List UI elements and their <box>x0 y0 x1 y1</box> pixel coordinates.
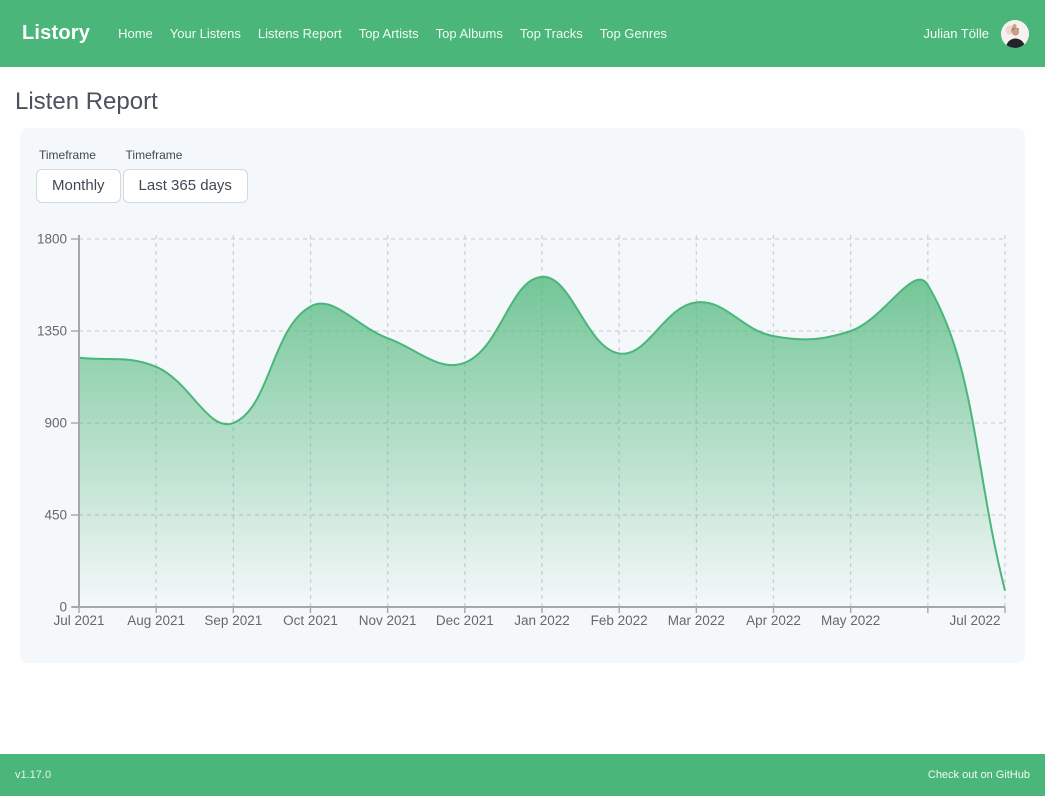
nav-item-top-albums[interactable]: Top Albums <box>435 26 503 41</box>
svg-text:1350: 1350 <box>37 324 67 339</box>
svg-text:Jan 2022: Jan 2022 <box>514 613 570 628</box>
timeframe-label: Timeframe <box>39 148 96 162</box>
svg-text:0: 0 <box>59 600 67 615</box>
svg-text:Apr 2022: Apr 2022 <box>746 613 801 628</box>
svg-text:Jul 2021: Jul 2021 <box>53 613 104 628</box>
listen-chart-container: 0 450 900 1350 1800 Jul 2021 Aug 2021 Sep 2021 O… <box>36 227 1009 635</box>
page-title: Listen Report <box>15 88 158 115</box>
svg-text:Sep 2021: Sep 2021 <box>204 613 262 628</box>
user-avatar[interactable] <box>1001 19 1029 48</box>
app-version: v1.17.0 <box>15 769 52 781</box>
svg-text:Aug 2021: Aug 2021 <box>127 613 185 628</box>
svg-text:Oct 2021: Oct 2021 <box>283 613 338 628</box>
nav-item-top-tracks[interactable]: Top Tracks <box>519 26 583 41</box>
svg-text:Mar 2022: Mar 2022 <box>668 613 725 628</box>
svg-text:1800: 1800 <box>37 232 67 247</box>
timeframe-filters: Timeframe Monthly Timeframe Last 365 day… <box>36 144 1009 203</box>
svg-text:450: 450 <box>44 508 67 523</box>
svg-text:Jul 2022: Jul 2022 <box>949 613 1000 628</box>
nav-item-home[interactable]: Home <box>118 26 153 41</box>
svg-text:May 2022: May 2022 <box>821 613 880 628</box>
navbar: Listory Home Your Listens Listens Report… <box>0 0 1045 67</box>
listen-report-card: Timeframe Monthly Timeframe Last 365 day… <box>20 128 1025 663</box>
nav-item-your-listens[interactable]: Your Listens <box>169 26 241 41</box>
timeframe-group-range: Timeframe Last 365 days <box>122 144 248 203</box>
svg-text:900: 900 <box>44 416 67 431</box>
navbar-user-area: Julian Tölle <box>923 19 1029 48</box>
svg-text:Dec 2021: Dec 2021 <box>436 613 494 628</box>
nav-item-top-artists[interactable]: Top Artists <box>358 26 419 41</box>
timeframe-label: Timeframe <box>125 148 183 162</box>
main-content: Listen Report Timeframe Monthly Timefram… <box>0 67 1045 754</box>
app-logo[interactable]: Listory <box>22 22 91 44</box>
svg-text:Feb 2022: Feb 2022 <box>591 613 648 628</box>
timeframe-group-interval: Timeframe Monthly <box>36 144 121 203</box>
nav-item-top-genres[interactable]: Top Genres <box>599 26 667 41</box>
nav-item-listens-report[interactable]: Listens Report <box>257 26 342 41</box>
user-name[interactable]: Julian Tölle <box>923 26 989 41</box>
footer: v1.17.0 Check out on GitHub <box>0 754 1045 796</box>
timeframe-interval-button[interactable]: Monthly <box>36 169 121 203</box>
github-link[interactable]: Check out on GitHub <box>927 769 1030 781</box>
main-nav: Home Your Listens Listens Report Top Art… <box>118 26 667 41</box>
timeframe-range-button[interactable]: Last 365 days <box>122 169 248 203</box>
listen-chart: 0 450 900 1350 1800 Jul 2021 Aug 2021 Sep 2021 O… <box>37 232 1006 628</box>
svg-text:Nov 2021: Nov 2021 <box>359 613 417 628</box>
